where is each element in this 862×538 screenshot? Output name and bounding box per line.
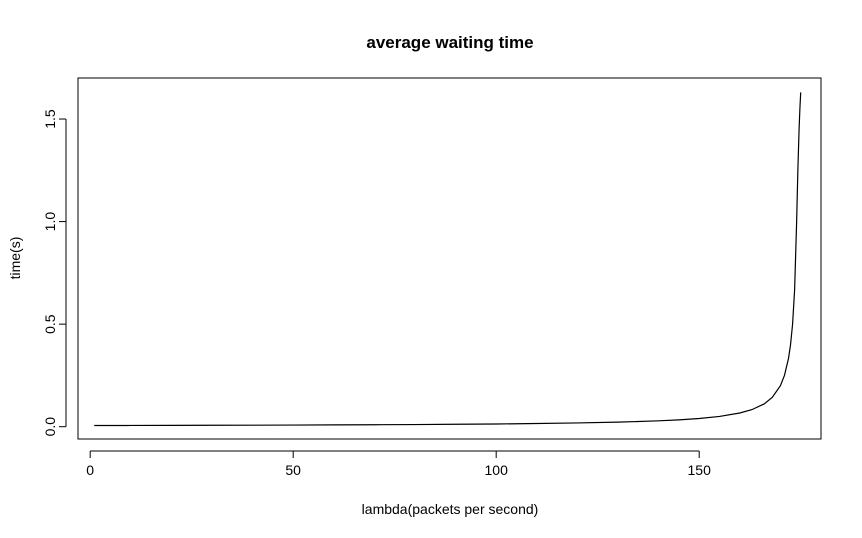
- plot-frame: [77, 77, 822, 440]
- y-axis: 0.0 0.5 1.0 1.5: [42, 109, 67, 437]
- y-axis-label: time(s): [7, 237, 23, 280]
- y-tick-label: 1.5: [42, 109, 58, 129]
- x-axis: 0 50 100 150: [86, 450, 712, 478]
- y-tick-label: 1.0: [42, 212, 58, 232]
- y-tick-label: 0.0: [42, 417, 58, 437]
- chart-title: average waiting time: [366, 33, 533, 52]
- x-axis-label: lambda(packets per second): [362, 501, 539, 517]
- x-tick-label: 150: [688, 462, 712, 478]
- x-tick-label: 0: [86, 462, 94, 478]
- y-tick-label: 0.5: [42, 314, 58, 334]
- x-tick-label: 50: [285, 462, 301, 478]
- waiting-time-line: [94, 92, 802, 427]
- x-tick-label: 100: [485, 462, 509, 478]
